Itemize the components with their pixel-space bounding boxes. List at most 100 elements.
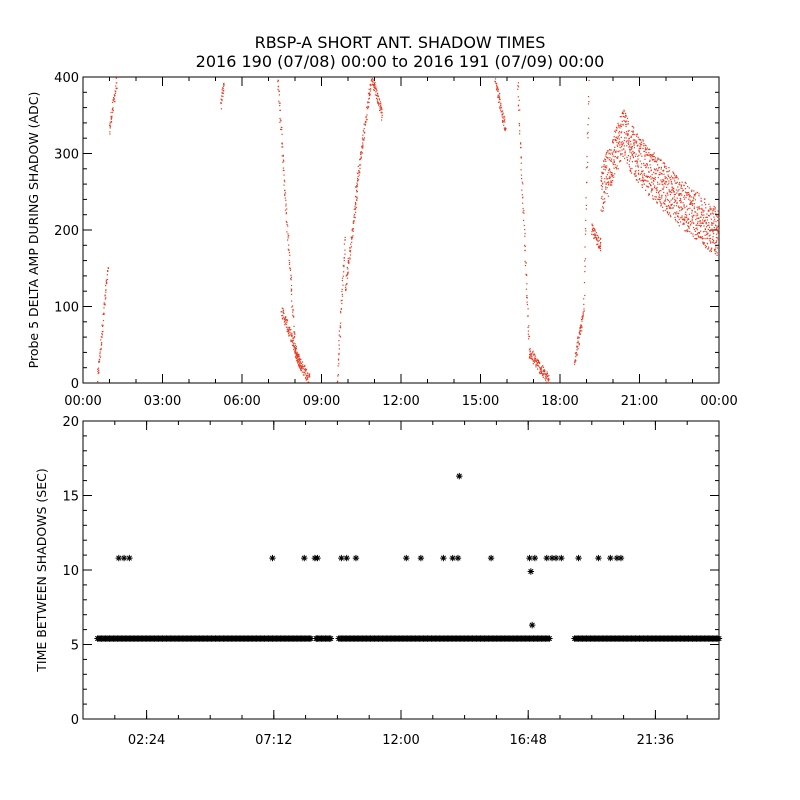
data-point: [277, 85, 279, 87]
data-point: [594, 234, 596, 237]
data-point: [640, 166, 642, 168]
data-point: [664, 181, 666, 183]
data-point: [543, 373, 545, 375]
data-point: [301, 366, 303, 368]
data-point: [359, 172, 361, 174]
data-point: [663, 162, 665, 164]
data-point: [674, 193, 676, 195]
data-point: [356, 197, 358, 199]
y-tick-label: 10: [62, 564, 79, 579]
data-point: [644, 164, 647, 166]
data-point: [611, 175, 613, 177]
data-point: [676, 181, 678, 183]
data-point: [338, 340, 340, 342]
data-point: [299, 364, 301, 366]
data-point: [103, 312, 105, 314]
data-point: [287, 329, 289, 331]
data-point: [337, 374, 339, 376]
data-point: [114, 101, 116, 103]
data-point: [372, 84, 374, 86]
data-point: [347, 273, 349, 275]
data-point: [632, 157, 635, 159]
data-point: [677, 205, 679, 207]
data-point: [649, 176, 651, 178]
data-point: [298, 353, 300, 355]
data-point: [281, 142, 283, 144]
data-point: [278, 102, 280, 104]
y-axis-label: TIME BETWEEN SHADOWS (SEC): [34, 468, 49, 673]
data-point: [356, 191, 358, 193]
data-point: [588, 79, 590, 81]
data-point: [701, 236, 703, 238]
data-point: [338, 334, 340, 336]
data-point: [645, 145, 647, 147]
data-point: [300, 365, 302, 367]
data-point: [687, 194, 689, 196]
data-point: [539, 367, 541, 369]
data-point: [354, 195, 357, 197]
data-point: [494, 78, 497, 80]
data-point: [294, 348, 296, 350]
data-point: [674, 182, 676, 184]
data-point: [628, 140, 630, 142]
data-point: [700, 237, 702, 239]
data-point: [356, 184, 359, 186]
data-point: [675, 175, 677, 177]
data-point: [677, 190, 679, 192]
data-point: [689, 231, 691, 233]
data-point: [629, 151, 631, 153]
data-point: [642, 147, 644, 149]
data-point: [631, 146, 633, 148]
data-point: [697, 221, 699, 223]
data-point: [292, 309, 294, 311]
data-point: [582, 311, 584, 313]
data-point: [378, 98, 380, 100]
data-point: [577, 345, 579, 347]
data-point: [104, 304, 106, 306]
data-point: [704, 202, 706, 204]
data-point: [604, 201, 606, 203]
data-point: [597, 237, 599, 239]
data-point: [306, 377, 308, 379]
data-point: [615, 137, 617, 139]
data-point: [659, 171, 661, 173]
data-point: [341, 288, 343, 290]
data-point: [676, 189, 678, 191]
data-point: [679, 193, 681, 195]
data-point: [619, 125, 621, 127]
data-point: [627, 135, 629, 137]
data-point: [524, 249, 526, 251]
data-point-asterisk: [403, 554, 410, 562]
data-point: [714, 218, 716, 220]
data-point: [619, 116, 621, 118]
data-point: [588, 117, 590, 119]
data-point: [629, 156, 631, 158]
data-point: [307, 372, 309, 374]
data-point: [542, 366, 545, 368]
interval-points: [94, 472, 723, 642]
data-point: [362, 145, 364, 147]
data-point: [703, 243, 705, 245]
data-point: [341, 299, 343, 301]
data-point: [675, 200, 677, 202]
data-point: [702, 222, 704, 225]
data-point: [289, 269, 292, 271]
data-point: [663, 202, 665, 205]
data-point: [702, 241, 704, 243]
data-point: [287, 239, 289, 241]
data-point: [284, 317, 286, 319]
data-point: [538, 371, 541, 374]
data-point: [518, 99, 520, 101]
data-point: [113, 99, 115, 101]
data-point: [625, 133, 627, 135]
data-point: [686, 231, 688, 233]
data-point: [635, 140, 637, 142]
data-point: [674, 211, 676, 214]
data-point: [668, 191, 670, 193]
data-point: [656, 201, 658, 203]
data-point: [662, 202, 664, 204]
data-point: [683, 218, 685, 220]
data-point: [578, 332, 580, 334]
data-point: [622, 111, 624, 113]
data-point: [694, 238, 696, 240]
